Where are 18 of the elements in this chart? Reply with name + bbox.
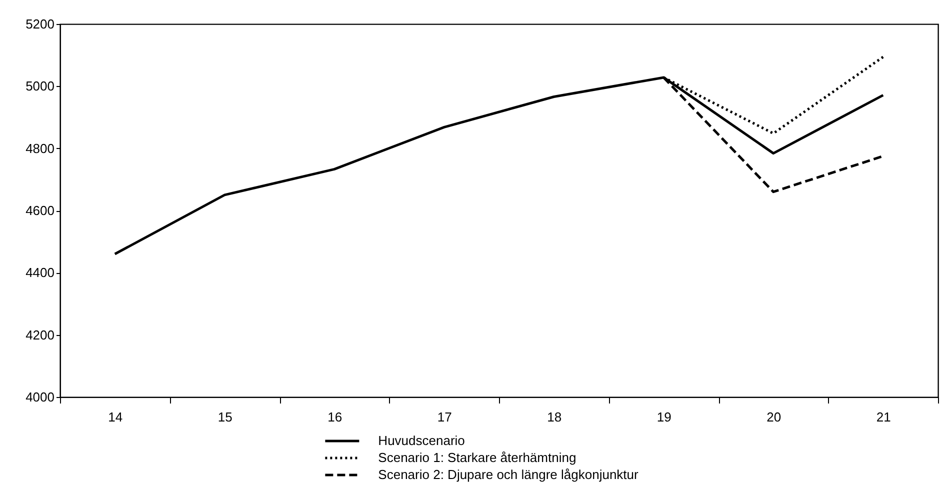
x-tick-label: 19	[656, 410, 672, 424]
legend-label: Scenario 2: Djupare och längre lågkonjunktur	[378, 467, 640, 482]
legend-label: Scenario 1: Starkare återhämtning	[378, 450, 576, 465]
x-tick-label: 21	[876, 410, 891, 424]
x-tick-label: 14	[108, 410, 123, 424]
y-tick-label: 4600	[26, 203, 54, 218]
x-tick-label: 18	[547, 410, 562, 424]
x-tick-label: 17	[437, 410, 452, 424]
x-tick-label: 15	[218, 410, 232, 424]
y-tick-label: 5200	[26, 16, 54, 32]
x-tick-label: 20	[766, 410, 782, 424]
legend-label: Huvudscenario	[378, 433, 465, 448]
y-tick-label: 4200	[26, 327, 54, 342]
y-tick-label: 5000	[26, 78, 54, 94]
y-tick-label: 4400	[26, 265, 54, 280]
y-tick-label: 4800	[26, 140, 54, 156]
y-tick-label: 4000	[26, 390, 54, 404]
x-tick-label: 16	[328, 410, 342, 424]
